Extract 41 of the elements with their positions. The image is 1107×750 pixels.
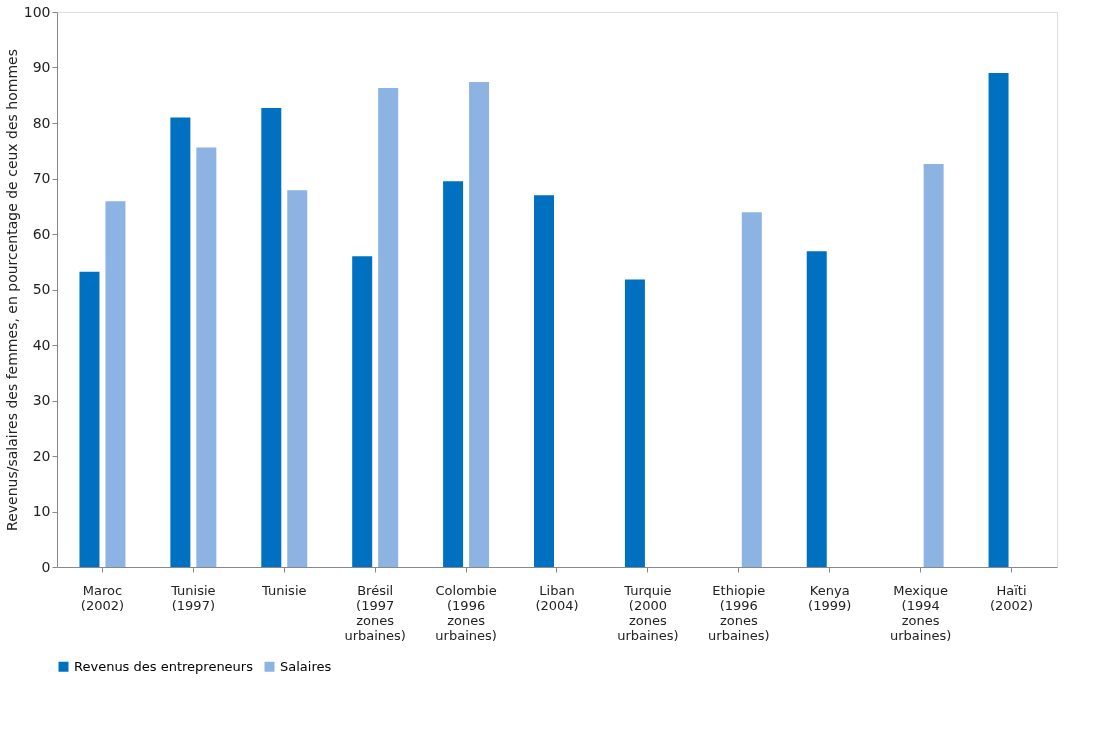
- x-tick-label: Ethiopie (1996 zones urbaines): [708, 582, 770, 643]
- x-tick-label: Turquie (2000 zones urbaines): [617, 582, 679, 643]
- x-tick-label: Liban (2004): [535, 582, 579, 613]
- bar: [287, 190, 308, 567]
- x-tick-label: Colombie (1996 zones urbaines): [435, 582, 497, 643]
- bar: [806, 251, 827, 567]
- x-tick-label: Maroc (2002): [80, 582, 125, 613]
- bar: [378, 88, 399, 567]
- x-tick-label: Kenya (1999): [808, 582, 852, 613]
- bar: [352, 256, 373, 567]
- bar: [624, 279, 645, 567]
- x-tick-label: Tunisie: [261, 582, 307, 598]
- y-tick-label: 10: [32, 503, 51, 519]
- bar: [988, 73, 1009, 567]
- bar: [170, 117, 191, 567]
- y-tick-label: 100: [23, 3, 51, 20]
- bar: [79, 271, 100, 567]
- y-tick-label: 20: [32, 447, 51, 464]
- y-tick-label: 50: [32, 281, 51, 297]
- bar: [261, 108, 282, 567]
- y-tick-label: 40: [32, 336, 51, 353]
- y-tick-label: 30: [32, 392, 51, 408]
- bar: [469, 81, 490, 567]
- bar: [443, 181, 464, 567]
- y-tick-label: 0: [41, 558, 51, 575]
- x-tick-label: Tunisie (1997): [170, 582, 216, 613]
- y-tick-label: 80: [32, 114, 51, 131]
- y-tick-label: 70: [32, 170, 51, 186]
- bar: [741, 212, 762, 567]
- bar: [534, 195, 555, 567]
- bar: [923, 164, 944, 567]
- legend-label: Salaires: [280, 658, 332, 674]
- bar: [196, 147, 217, 567]
- y-axis-title: Revenus/salaires des femmes, en pourcentage de ceux des hommes: [3, 49, 20, 531]
- x-tick-label: Mexique (1994 zones urbaines): [889, 582, 952, 643]
- x-tick-label: Haïti (2002): [989, 582, 1034, 613]
- y-tick-label: 90: [32, 59, 51, 75]
- bar: [105, 201, 126, 567]
- y-tick-label: 60: [32, 225, 51, 242]
- x-tick-label: Brésil (1997 zones urbaines): [344, 582, 406, 643]
- legend-label: Revenus des entrepreneurs: [74, 658, 254, 674]
